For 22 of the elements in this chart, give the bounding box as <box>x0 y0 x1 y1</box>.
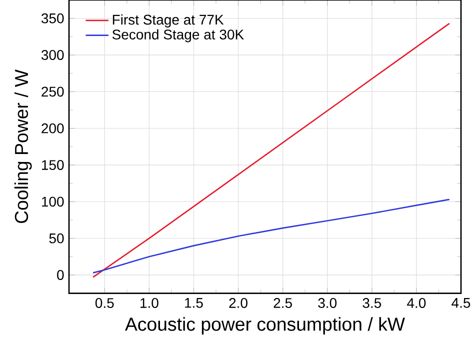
y-tick-label: 50 <box>49 233 64 244</box>
y-axis-title: Cooling Power / W <box>14 69 32 224</box>
y-tick-label: 350 <box>41 13 64 24</box>
x-axis-title: Acoustic power consumption / kW <box>124 317 405 335</box>
legend-label: First Stage at 77K <box>112 14 224 28</box>
y-tick-label: 0 <box>57 270 64 280</box>
x-tick-label: 2.5 <box>274 298 292 308</box>
x-tick-label: 1.5 <box>185 298 203 308</box>
x-tick-label: 3.5 <box>362 298 382 308</box>
x-tick-label: 4.0 <box>407 298 426 308</box>
x-tick-label: 3.0 <box>318 298 337 308</box>
y-tick-label: 150 <box>42 160 64 170</box>
legend-label: Second Stage at 30K <box>112 29 244 42</box>
x-tick-label: 1.0 <box>140 298 158 308</box>
line-series <box>92 198 450 274</box>
x-tick-label: 4.5 <box>452 298 470 308</box>
y-tick-label: 250 <box>42 86 64 97</box>
x-tick-label: 0.5 <box>95 298 114 308</box>
y-tick-label: 300 <box>41 50 64 60</box>
y-tick-label: 200 <box>42 123 64 134</box>
x-tick-label: 2.0 <box>229 298 248 308</box>
y-tick-label: 100 <box>42 196 64 207</box>
